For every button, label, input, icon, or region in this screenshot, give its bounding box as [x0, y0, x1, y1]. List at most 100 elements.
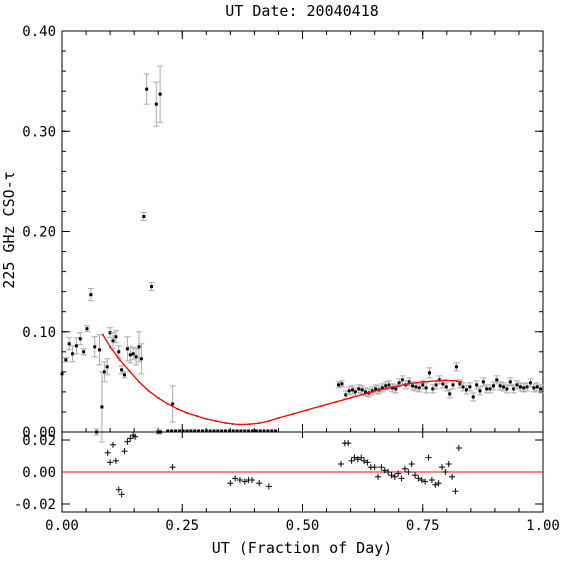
data-point — [424, 386, 428, 390]
data-point — [137, 345, 141, 349]
zero-point — [189, 429, 193, 433]
data-point — [525, 385, 529, 389]
fit-point — [436, 379, 439, 382]
x-tick-label: 0.00 — [45, 518, 79, 534]
data-point — [390, 386, 394, 390]
data-point — [421, 383, 425, 387]
data-point — [154, 102, 158, 106]
data-point — [337, 383, 341, 387]
fit-point — [267, 419, 270, 422]
data-point — [512, 387, 516, 391]
fit-point — [392, 385, 395, 388]
fit-point — [109, 345, 112, 348]
chart-title: UT Date: 20040418 — [225, 2, 379, 20]
data-point — [498, 384, 502, 388]
zero-point — [197, 429, 201, 433]
zero-point — [258, 429, 262, 433]
fit-point — [195, 414, 198, 417]
data-point — [434, 383, 438, 387]
zero-point — [204, 429, 208, 433]
fit-point — [118, 358, 121, 361]
fit-point — [378, 388, 381, 391]
zero-point — [227, 429, 231, 433]
fit-point — [306, 408, 309, 411]
data-point — [481, 380, 485, 384]
data-point — [458, 382, 462, 386]
fit-point — [128, 369, 131, 372]
data-point — [351, 388, 355, 392]
zero-point — [239, 429, 243, 433]
data-point — [528, 381, 532, 385]
data-point — [502, 385, 506, 389]
data-point — [120, 368, 124, 372]
data-point — [488, 387, 492, 391]
data-point — [518, 385, 522, 389]
zero-point — [266, 429, 270, 433]
x-tick-label: 1.00 — [526, 518, 560, 534]
zero-point — [254, 429, 258, 433]
data-point — [142, 214, 146, 218]
data-point — [131, 352, 135, 356]
fit-point — [238, 423, 241, 426]
data-point — [444, 385, 448, 389]
zero-point — [170, 429, 174, 433]
data-point — [485, 387, 489, 391]
fit-point — [364, 392, 367, 395]
data-point — [522, 386, 526, 390]
fit-point — [231, 422, 234, 425]
resid-y-tick-label: 0.00 — [22, 465, 56, 481]
fit-point — [147, 389, 150, 392]
fit-point — [224, 421, 227, 424]
y-tick-label: 0.30 — [22, 124, 56, 140]
data-point — [78, 337, 82, 341]
data-point — [117, 350, 121, 354]
x-axis-label: UT (Fraction of Day) — [212, 539, 393, 557]
data-point — [85, 327, 89, 331]
fit-point — [248, 423, 251, 426]
data-point — [82, 350, 86, 354]
data-point — [105, 365, 109, 369]
data-point — [411, 384, 415, 388]
data-point — [461, 385, 465, 389]
fit-point — [320, 404, 323, 407]
y-axis-label: 225 GHz CSO-τ — [0, 171, 18, 288]
zero-point — [270, 429, 274, 433]
fit-point — [258, 422, 261, 425]
fit-curve — [102, 334, 462, 426]
fit-point — [421, 380, 424, 383]
y-tick-label: 0.00 — [22, 425, 56, 441]
zero-point — [174, 429, 178, 433]
data-point — [539, 387, 543, 391]
data-point — [508, 380, 512, 384]
data-point — [111, 339, 115, 343]
data-point — [380, 386, 384, 390]
data-point — [387, 383, 391, 387]
data-point — [407, 380, 411, 384]
data-point — [414, 385, 418, 389]
fit-point — [214, 419, 217, 422]
data-point — [364, 390, 368, 394]
data-point — [454, 365, 458, 369]
data-point — [340, 382, 344, 386]
data-point — [465, 388, 469, 392]
data-point — [471, 395, 475, 399]
fit-point — [176, 407, 179, 410]
zero-point — [247, 429, 251, 433]
data-point — [74, 344, 78, 348]
data-point — [397, 381, 401, 385]
zero-point — [220, 429, 224, 433]
y-tick-label: 0.40 — [22, 24, 56, 40]
data-point — [102, 370, 106, 374]
data-point — [67, 342, 71, 346]
zero-point — [231, 429, 235, 433]
data-point — [370, 389, 374, 393]
data-point — [158, 92, 162, 96]
zero-point — [212, 429, 216, 433]
zero-point — [181, 429, 185, 433]
resid-y-tick-label: 0.02 — [22, 433, 56, 449]
y-tick-label: 0.20 — [22, 225, 56, 241]
x-tick-label: 0.75 — [406, 518, 440, 534]
data-point — [417, 386, 421, 390]
data-point — [401, 378, 405, 382]
